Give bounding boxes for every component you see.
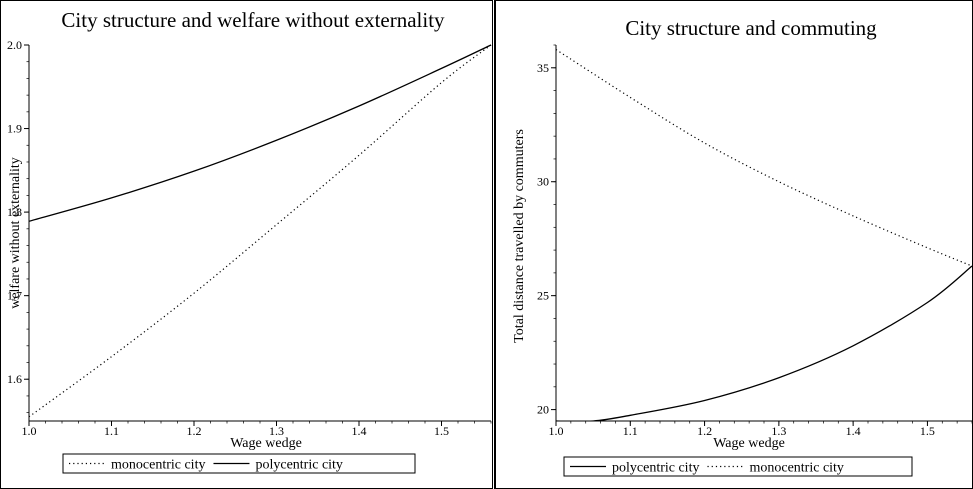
series-line-polycentric-city: [556, 265, 973, 421]
x-axis-label: Wage wedge: [713, 436, 785, 451]
y-tick-label: 1.7: [7, 289, 22, 303]
x-tick-label: 1.3: [269, 424, 284, 438]
series-line-monocentric-city: [556, 49, 973, 267]
welfare-chart: City structure and welfare without exter…: [7, 8, 492, 474]
commuting-chart: City structure and commuting 1.0 1.1 1.2 1.3…: [512, 16, 973, 477]
x-tick-label: 1.4: [352, 424, 367, 438]
y-tick-label: 1.8: [7, 205, 22, 219]
y-tick-label: 1.9: [7, 122, 22, 136]
right-chart-panel: City structure and commuting 1.0 1.1 1.2 1.3…: [494, 0, 973, 489]
y-axis-label: welfare without externality: [8, 157, 23, 309]
y-tick-label: 25: [537, 289, 549, 303]
x-tick-label: 1.1: [104, 424, 119, 438]
x-tick-label: 1.5: [920, 424, 935, 438]
x-tick-label: 1.2: [697, 424, 712, 438]
x-tick-label: 1.3: [771, 424, 786, 438]
series-line-monocentric-city: [29, 44, 492, 418]
legend-label: polycentric city: [612, 461, 699, 476]
x-tick-label: 1.2: [187, 424, 202, 438]
left-chart-panel: City structure and welfare without exter…: [0, 0, 493, 489]
legend-label: monocentric city: [749, 461, 843, 476]
y-tick-label: 20: [537, 403, 549, 417]
y-tick-label: 30: [537, 175, 549, 189]
x-axis-label: Wage wedge: [230, 436, 302, 451]
legend-label: monocentric city: [111, 458, 205, 473]
legend-label: polycentric city: [255, 458, 342, 473]
x-tick-label: 1.4: [846, 424, 861, 438]
x-tick-label: 1.5: [434, 424, 449, 438]
chart-title: City structure and commuting: [625, 16, 877, 40]
series-line-polycentric-city: [29, 44, 492, 222]
chart-title: City structure and welfare without exter…: [61, 8, 445, 32]
x-tick-label: 1.0: [22, 424, 37, 438]
x-tick-label: 1.0: [549, 424, 564, 438]
y-tick-label: 35: [537, 61, 549, 75]
y-axis-label: Total distance travelled by commuters: [512, 129, 527, 343]
y-tick-label: 2.0: [7, 38, 22, 52]
y-tick-label: 1.6: [7, 372, 22, 386]
x-tick-label: 1.1: [623, 424, 638, 438]
